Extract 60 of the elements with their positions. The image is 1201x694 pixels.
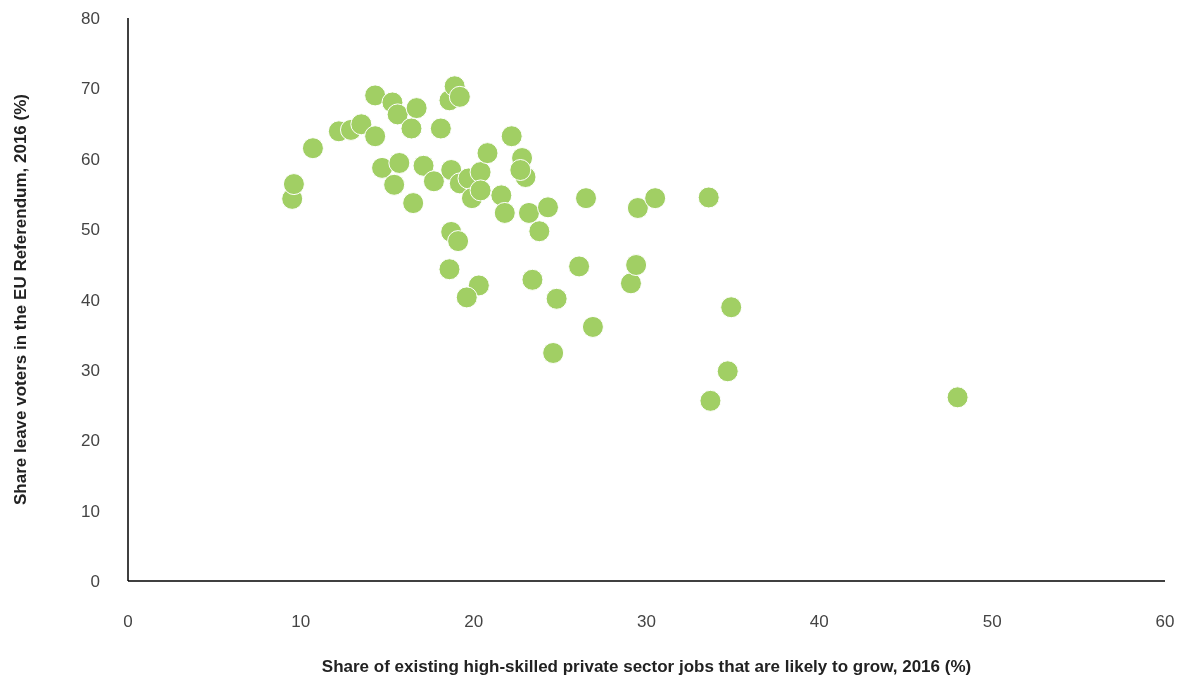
point xyxy=(521,268,544,291)
point xyxy=(716,360,739,383)
x-tick-label: 30 xyxy=(637,612,656,631)
point xyxy=(383,173,406,196)
x-tick-label: 60 xyxy=(1155,612,1175,631)
point xyxy=(282,173,305,196)
y-tick-label: 50 xyxy=(81,220,100,240)
point xyxy=(644,187,667,210)
x-axis-title: Share of existing high-skilled private sector jobs that are likely to grow, 2016 (%) xyxy=(321,657,972,676)
y-axis-title: Share leave voters in the EU Referendum, 2016 (%) xyxy=(11,94,30,505)
point xyxy=(699,389,722,412)
y-tick-label: 30 xyxy=(81,360,100,380)
y-tick-label: 70 xyxy=(81,79,100,99)
point xyxy=(581,315,604,338)
point xyxy=(412,154,435,177)
x-tick-label: 10 xyxy=(291,612,311,631)
point xyxy=(422,170,445,193)
point xyxy=(946,386,969,409)
point xyxy=(625,254,648,277)
point xyxy=(438,258,461,281)
point xyxy=(500,125,523,148)
point xyxy=(448,85,471,108)
point xyxy=(542,341,565,364)
point xyxy=(301,137,324,160)
x-tick-label: 0 xyxy=(123,612,133,631)
point xyxy=(400,117,423,140)
point xyxy=(720,296,743,319)
y-tick-label: 80 xyxy=(81,9,100,28)
point xyxy=(619,272,642,295)
point xyxy=(388,151,411,174)
point xyxy=(697,186,720,209)
point xyxy=(429,117,452,140)
point xyxy=(350,113,373,136)
x-tick-label: 20 xyxy=(464,612,484,631)
point xyxy=(476,142,499,165)
point xyxy=(364,125,387,148)
point xyxy=(490,184,513,207)
point xyxy=(386,103,409,126)
point xyxy=(509,159,532,182)
point xyxy=(545,287,568,310)
x-tick-label: 40 xyxy=(809,612,829,631)
point xyxy=(455,286,478,309)
point xyxy=(517,201,540,224)
point xyxy=(575,187,598,210)
point xyxy=(364,84,387,107)
point xyxy=(568,255,591,278)
point xyxy=(536,196,559,219)
point xyxy=(447,230,470,253)
y-tick-label: 0 xyxy=(90,572,100,591)
point xyxy=(528,220,551,243)
point xyxy=(626,197,649,220)
y-tick-label: 10 xyxy=(81,501,100,521)
y-tick-label: 20 xyxy=(81,431,100,451)
point xyxy=(405,97,428,120)
y-tick-label: 40 xyxy=(81,290,100,310)
point xyxy=(469,179,492,202)
point xyxy=(493,201,516,224)
y-tick-label: 60 xyxy=(81,149,100,169)
x-tick-label: 50 xyxy=(982,612,1002,631)
point xyxy=(402,192,425,215)
